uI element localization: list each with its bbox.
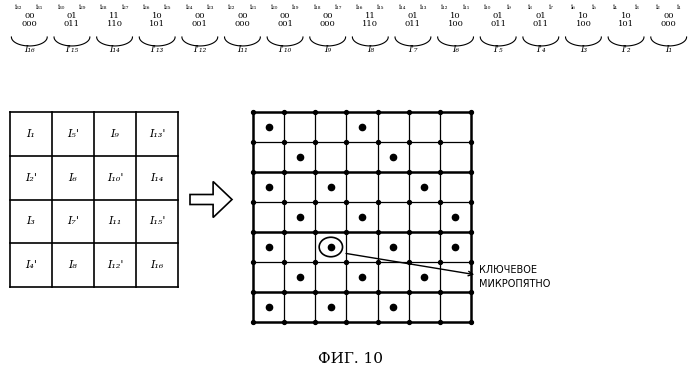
Text: 101: 101	[618, 20, 634, 28]
Text: 011: 011	[490, 20, 506, 28]
Text: 01: 01	[408, 12, 418, 20]
Text: i₂₃: i₂₃	[207, 3, 214, 11]
Text: i₃₁: i₃₁	[36, 3, 43, 11]
Text: I₄': I₄'	[25, 260, 37, 270]
Text: КЛЮЧЕВОЕ
МИКРОПЯТНО: КЛЮЧЕВОЕ МИКРОПЯТНО	[479, 265, 550, 289]
Text: i₈: i₈	[528, 3, 533, 11]
Text: I₁₄: I₁₄	[109, 45, 120, 54]
Text: 000: 000	[22, 20, 37, 28]
Text: I'₄: I'₄	[536, 45, 546, 54]
Text: i₉: i₉	[507, 3, 511, 11]
Text: I₁₃': I₁₃'	[149, 129, 165, 139]
Text: i₂₈: i₂₈	[100, 3, 108, 11]
Text: I₆: I₆	[69, 173, 78, 183]
Text: I₂': I₂'	[25, 173, 37, 183]
Text: I₁₆: I₁₆	[24, 45, 35, 54]
Text: i₁₁: i₁₁	[463, 3, 470, 11]
Text: i₂₅: i₂₅	[164, 3, 171, 11]
Text: 100: 100	[575, 20, 591, 28]
Text: I₁₁: I₁₁	[108, 216, 122, 226]
Text: 000: 000	[235, 20, 250, 28]
Text: 110: 110	[362, 20, 378, 28]
Text: i₁₆: i₁₆	[356, 3, 363, 11]
Text: i₁₃: i₁₃	[420, 3, 427, 11]
Text: I'₇: I'₇	[408, 45, 418, 54]
Text: 01: 01	[493, 12, 503, 20]
Text: i₁₈: i₁₈	[313, 3, 321, 11]
Text: i₂: i₂	[656, 3, 661, 11]
Text: 00: 00	[322, 12, 333, 20]
Text: I₅': I₅'	[67, 129, 79, 139]
Text: 01: 01	[66, 12, 78, 20]
Text: I₈: I₈	[69, 260, 78, 270]
Text: 001: 001	[192, 20, 208, 28]
Text: 00: 00	[663, 12, 674, 20]
Text: 011: 011	[405, 20, 421, 28]
Text: I₁₀': I₁₀'	[107, 173, 123, 183]
Text: i₅: i₅	[591, 3, 596, 11]
Text: I₁₂': I₁₂'	[107, 260, 123, 270]
Text: I'₁₃: I'₁₃	[150, 45, 164, 54]
Text: i₃: i₃	[635, 3, 639, 11]
Text: i₁₂: i₁₂	[441, 3, 449, 11]
Text: 101: 101	[149, 20, 165, 28]
Text: 100: 100	[447, 20, 463, 28]
Text: i₁₅: i₁₅	[377, 3, 384, 11]
Text: 011: 011	[64, 20, 80, 28]
Text: I'₁₀: I'₁₀	[278, 45, 291, 54]
Text: I₁₁: I₁₁	[237, 45, 248, 54]
Text: 00: 00	[24, 12, 34, 20]
Text: I₃: I₃	[27, 216, 36, 226]
Text: 000: 000	[320, 20, 336, 28]
Text: 01: 01	[535, 12, 546, 20]
Text: i₂₇: i₂₇	[122, 3, 129, 11]
Text: I₉: I₉	[324, 45, 331, 54]
Text: i₂₁: i₂₁	[250, 3, 257, 11]
Text: ФИГ. 10: ФИГ. 10	[317, 352, 382, 366]
Text: i₁₀: i₁₀	[484, 3, 491, 11]
Polygon shape	[190, 182, 232, 217]
Text: i₂₆: i₂₆	[143, 3, 150, 11]
Text: i₂₉: i₂₉	[79, 3, 86, 11]
Text: I₁: I₁	[665, 45, 672, 54]
Text: i₇: i₇	[549, 3, 554, 11]
Text: 10: 10	[621, 12, 631, 20]
Text: i₆: i₆	[570, 3, 575, 11]
Text: i₂₂: i₂₂	[228, 3, 236, 11]
Text: I'₂: I'₂	[621, 45, 631, 54]
Text: 10: 10	[578, 12, 589, 20]
Text: i₂₀: i₂₀	[271, 3, 278, 11]
Text: 011: 011	[533, 20, 549, 28]
Text: I₈: I₈	[367, 45, 374, 54]
Text: i₁: i₁	[677, 3, 682, 11]
Text: i₄: i₄	[613, 3, 618, 11]
Text: i₁₉: i₁₉	[292, 3, 299, 11]
Text: I₆: I₆	[452, 45, 459, 54]
Text: I₇': I₇'	[67, 216, 79, 226]
Text: 00: 00	[194, 12, 205, 20]
Text: 001: 001	[277, 20, 293, 28]
Text: 10: 10	[450, 12, 461, 20]
Text: I₁₆: I₁₆	[150, 260, 164, 270]
Text: 00: 00	[280, 12, 290, 20]
Text: I'₁₅: I'₁₅	[65, 45, 78, 54]
Text: i₃₂: i₃₂	[15, 3, 22, 11]
Text: I'₅: I'₅	[493, 45, 503, 54]
Text: i₂₄: i₂₄	[185, 3, 193, 11]
Text: 00: 00	[237, 12, 247, 20]
Text: I₁: I₁	[27, 129, 36, 139]
Text: I₁₄: I₁₄	[150, 173, 164, 183]
Text: i₁₄: i₁₄	[398, 3, 406, 11]
Text: i₃₀: i₃₀	[57, 3, 65, 11]
Text: 10: 10	[152, 12, 162, 20]
Text: 110: 110	[106, 20, 122, 28]
Text: I₉: I₉	[110, 129, 120, 139]
Text: i₁₇: i₁₇	[335, 3, 342, 11]
Text: I₃: I₃	[580, 45, 587, 54]
Text: 11: 11	[365, 12, 375, 20]
Text: 11: 11	[109, 12, 120, 20]
Text: 000: 000	[661, 20, 677, 28]
Text: I'₁₂: I'₁₂	[193, 45, 206, 54]
Text: I₁₅': I₁₅'	[149, 216, 165, 226]
